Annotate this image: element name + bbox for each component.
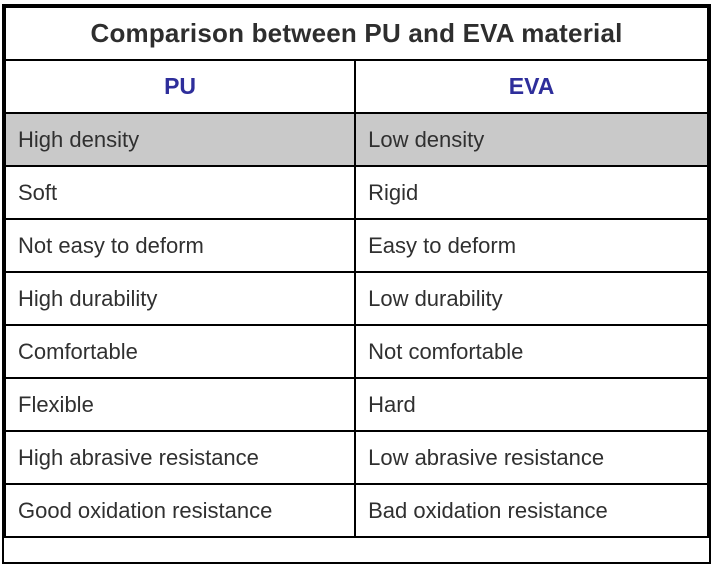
cell-eva: Not comfortable	[354, 324, 709, 379]
cell-pu: Good oxidation resistance	[3, 483, 357, 538]
table-row: Not easy to deform Easy to deform	[3, 218, 709, 273]
column-header-eva: EVA	[354, 59, 709, 114]
comparison-table-container: Comparison between PU and EVA material P…	[2, 4, 711, 564]
table-row: High abrasive resistance Low abrasive res…	[3, 430, 709, 485]
comparison-table: Comparison between PU and EVA material P…	[3, 6, 709, 538]
cell-pu: High abrasive resistance	[3, 430, 357, 485]
cell-pu: Not easy to deform	[3, 218, 357, 273]
cell-pu: Soft	[3, 165, 357, 220]
cell-eva: Bad oxidation resistance	[354, 483, 709, 538]
table-row: Good oxidation resistance Bad oxidation r…	[3, 483, 709, 538]
table-row: Soft Rigid	[3, 165, 709, 220]
column-header-pu: PU	[3, 59, 357, 114]
cell-eva: Low durability	[354, 271, 709, 326]
cell-eva: Easy to deform	[354, 218, 709, 273]
cell-pu: Comfortable	[3, 324, 357, 379]
cell-eva: Rigid	[354, 165, 709, 220]
table-row: Comfortable Not comfortable	[3, 324, 709, 379]
table-row: High durability Low durability	[3, 271, 709, 326]
cell-eva: Hard	[354, 377, 709, 432]
cell-eva: Low abrasive resistance	[354, 430, 709, 485]
table-row: Flexible Hard	[3, 377, 709, 432]
cell-pu: High durability	[3, 271, 357, 326]
table-body: High density Low density Soft Rigid Not easy…	[3, 112, 709, 538]
header-row: PU EVA	[3, 59, 709, 114]
table-row: High density Low density	[3, 112, 709, 167]
table-title: Comparison between PU and EVA material	[4, 6, 709, 61]
cell-pu: Flexible	[3, 377, 357, 432]
title-row: Comparison between PU and EVA material	[4, 6, 709, 61]
cell-pu: High density	[3, 112, 357, 167]
cell-eva: Low density	[354, 112, 709, 167]
